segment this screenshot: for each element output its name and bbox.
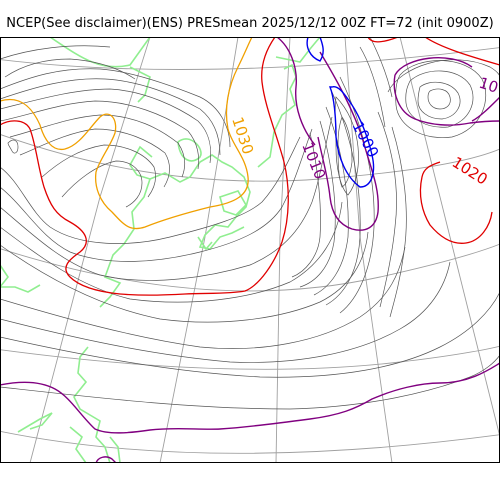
thin-isobars [0,37,500,410]
isobar-1030 [0,37,253,230]
isobar-1000 [306,37,375,188]
isobar-1010-northeast [393,57,500,126]
isobar-1010-south [0,362,500,434]
isobar-1010-southwest [95,456,117,463]
pressure-map: 1000 1010 1020 1030 10 [0,37,500,463]
isobar-1020-north [367,37,500,66]
contour-label-10: 10 [477,74,500,97]
map-title: NCEP(See disclaimer)(ENS) PRESmean 2025/… [6,16,494,31]
isobar-1020-west [0,37,289,296]
isobar-1010-ring [317,51,379,231]
isobar-1020-east [419,161,493,244]
isobar-1010-east [276,37,316,146]
